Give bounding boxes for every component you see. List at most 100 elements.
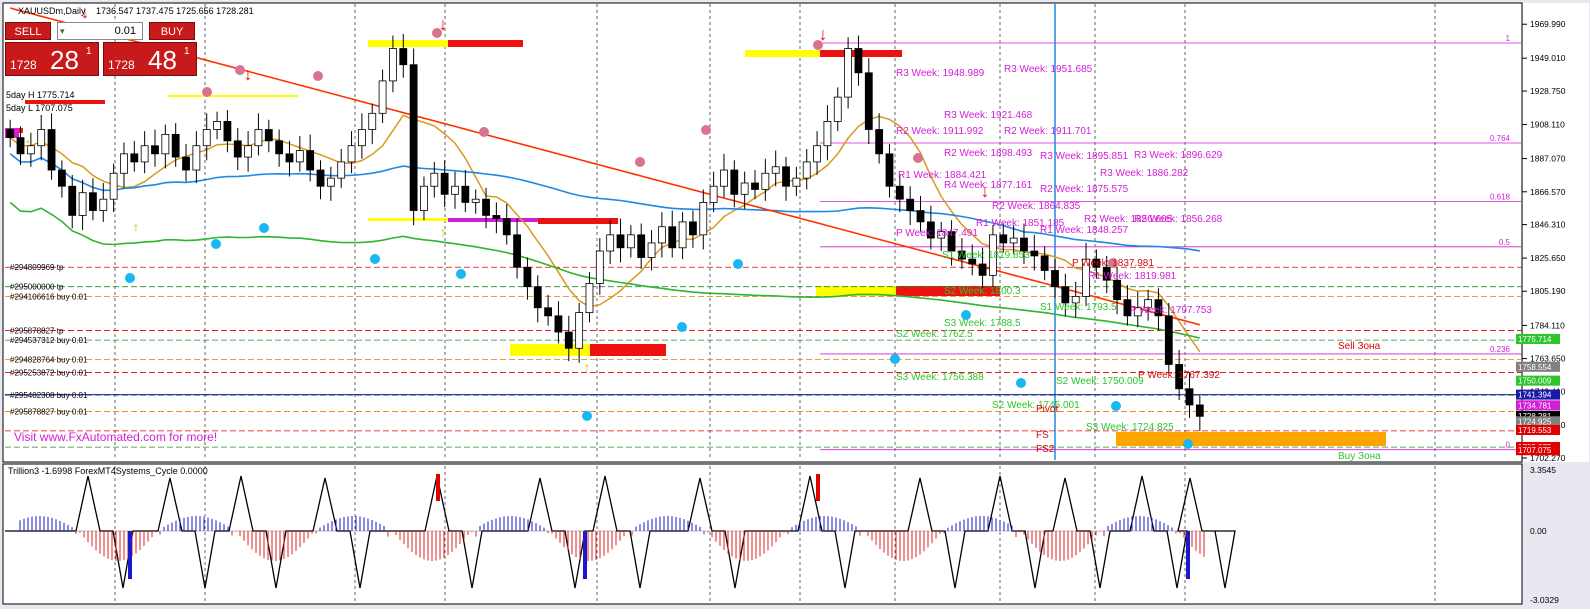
- order-label: #295402308 buy 0.01: [10, 391, 88, 400]
- fib-level-label: 1: [1506, 34, 1511, 43]
- candle-body: [616, 234, 625, 249]
- buy-arrow-icon: ↑: [25, 135, 32, 151]
- pivot-marker-label: FS: [1036, 430, 1049, 441]
- price-tick-label: 1866.570: [1530, 187, 1566, 197]
- candle-body: [440, 172, 449, 195]
- candle-body: [968, 258, 977, 265]
- fractal-down-dot: [370, 254, 380, 264]
- pivot-label: P Week: 1767.392: [1138, 370, 1220, 381]
- candle-body: [989, 234, 997, 276]
- zone-box: [816, 286, 896, 296]
- candle-body: [771, 166, 780, 174]
- candle-body: [854, 48, 863, 74]
- zone-box: [538, 218, 618, 224]
- candle-body: [161, 133, 170, 155]
- candle-body: [192, 145, 201, 171]
- candle-body: [451, 185, 459, 195]
- ohlc-values: 1736.547 1737.475 1725.656 1728.281: [96, 6, 254, 16]
- buy-price[interactable]: 1728 48 1: [103, 42, 197, 76]
- candle-body: [792, 177, 801, 187]
- fractal-down-dot: [211, 239, 221, 249]
- sell-price-big: 28: [50, 45, 79, 75]
- fractal-down-dot: [259, 223, 269, 233]
- pivot-label: R3 Week: 1948.989: [896, 68, 985, 79]
- indicator-label: Trillion3 -1.6998 ForexMT4Systems_Cycle …: [8, 466, 208, 476]
- candle-body: [1144, 299, 1153, 309]
- ma-orange-line: [9, 114, 1201, 353]
- price-tick-label: 1702.270: [1530, 453, 1566, 463]
- histogram-spike: [1186, 531, 1190, 579]
- fractal-down-dot: [582, 411, 592, 421]
- zone-box: [448, 218, 538, 222]
- zone-box: [368, 218, 448, 221]
- pivot-label: R2 Week: 1898.493: [944, 148, 1033, 159]
- histogram-spike: [583, 531, 587, 579]
- pivot-label: R2 Week: 1864.835: [992, 201, 1081, 212]
- zone-box: [448, 40, 523, 47]
- candle-body: [626, 234, 635, 249]
- indicator-axis-label: -3.0329: [1530, 595, 1559, 605]
- sell-price[interactable]: 1728 28 1: [5, 42, 99, 76]
- pivot-label: R1 Week: 1819.981: [1088, 271, 1177, 282]
- pivot-label: S2 Week: 1762.5: [896, 329, 973, 340]
- fractal-down-dot: [1016, 378, 1026, 388]
- buy-arrow-icon: ↑: [584, 359, 591, 375]
- price-tick-label: 1928.750: [1530, 86, 1566, 96]
- pivot-label: R1 Week: 1848.257: [1040, 225, 1129, 236]
- visit-text[interactable]: Visit www.FxAutomated.com for more!: [14, 430, 217, 444]
- buy-arrow-icon: ↑: [440, 224, 447, 240]
- pivot-marker-label: Pivot: [1036, 404, 1058, 415]
- candle-body: [1061, 286, 1070, 304]
- candle-body: [89, 192, 97, 211]
- candle-body: [689, 221, 697, 236]
- candle-body: [657, 226, 666, 244]
- zone-box: [368, 40, 448, 47]
- fractal-down-dot: [1111, 401, 1121, 411]
- info-5day-low: 5day L 1707.075: [6, 103, 73, 113]
- candle-body: [761, 172, 770, 190]
- fractal-up-dot: [235, 65, 245, 75]
- buy-price-big: 48: [148, 45, 177, 75]
- zone-box: [168, 95, 298, 97]
- candle-body: [740, 182, 749, 195]
- sell-price-sup: 1: [86, 46, 92, 57]
- price-tick-label: 1887.070: [1530, 154, 1566, 164]
- lot-size-input[interactable]: ▾ 0.01: [57, 22, 143, 40]
- fractal-up-dot: [813, 40, 823, 50]
- candle-body: [647, 242, 656, 258]
- sell-button[interactable]: SELL: [5, 22, 51, 40]
- candle-body: [668, 226, 677, 249]
- candle-body: [999, 234, 1008, 244]
- candle-body: [57, 169, 66, 187]
- fractal-up-dot: [479, 127, 489, 137]
- candle-body: [264, 129, 273, 142]
- buy-button[interactable]: BUY: [149, 22, 195, 40]
- pivot-label: P Week: 1797.753: [1130, 305, 1212, 316]
- pivot-label: R3 Week: 1921.468: [944, 110, 1033, 121]
- price-tag-label: 1741.394: [1518, 391, 1552, 400]
- lot-value: 0.01: [114, 25, 136, 37]
- candle-body: [916, 210, 925, 223]
- price-tag: [1516, 334, 1560, 345]
- candle-body: [389, 48, 397, 82]
- candle-body: [895, 185, 904, 200]
- histogram-spike: [128, 531, 132, 579]
- lot-stepper-icon[interactable]: ▾: [60, 26, 65, 36]
- candle-body: [833, 96, 842, 122]
- fib-level-label: 0.618: [1490, 193, 1511, 202]
- order-label: #294106616 buy 0.01: [10, 292, 88, 301]
- pivot-label: S1 Week: 1819.853: [942, 250, 1030, 261]
- candle-body: [947, 231, 956, 252]
- zone-box: [745, 50, 820, 57]
- candle-body: [730, 169, 739, 195]
- candle-body: [420, 185, 428, 211]
- price-tick-label: 1805.190: [1530, 286, 1566, 296]
- candle-body: [285, 153, 294, 163]
- symbol-title: XAUUSDm,Daily: [18, 6, 86, 16]
- fractal-up-dot: [635, 157, 645, 167]
- fractal-down-dot: [456, 269, 466, 279]
- candle-body: [151, 145, 159, 155]
- sell-arrow-icon: ↓: [439, 14, 448, 34]
- fractal-up-dot: [313, 71, 323, 81]
